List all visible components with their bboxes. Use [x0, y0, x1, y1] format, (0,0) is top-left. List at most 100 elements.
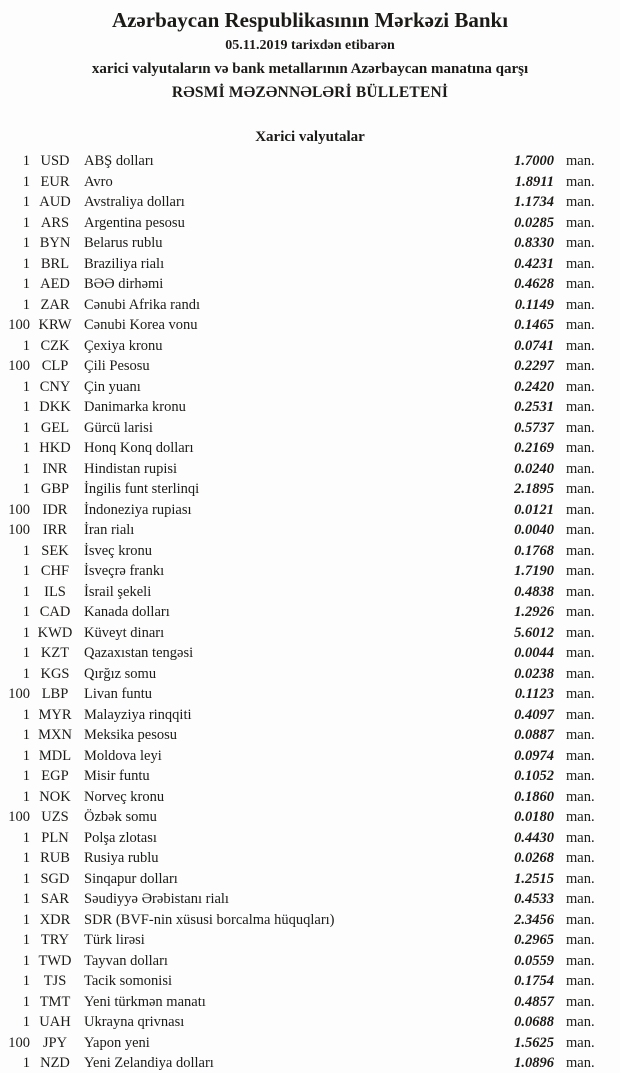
- table-row: 100 JPY Yapon yeni 1.5625 man.: [0, 1033, 620, 1054]
- currency-name-cell: Kanada dolları: [84, 604, 170, 620]
- unit-cell: man.: [566, 481, 595, 497]
- rate-value-cell: 0.0559: [514, 952, 554, 969]
- currency-code-cell: MYR: [38, 706, 72, 723]
- unit-cell: man.: [566, 747, 595, 764]
- rate-value-cell: 0.0180: [514, 809, 554, 825]
- rate-value-cell: 0.2965: [514, 932, 554, 948]
- currency-name-cell: Meksika pesosu: [84, 727, 178, 743]
- quantity-cell: 1: [22, 932, 30, 948]
- unit-cell: man.: [566, 173, 595, 190]
- unit-cell: man.: [566, 378, 595, 395]
- table-row: 1 PLN Polşa zlotası 0.4430 man.: [0, 828, 620, 849]
- quantity-cell: 1: [22, 460, 30, 477]
- unit-cell: man.: [566, 727, 595, 743]
- unit-cell: man.: [566, 706, 595, 723]
- unit-cell: man.: [566, 645, 595, 661]
- quantity-cell: 1: [22, 276, 30, 292]
- currency-code-cell: INR: [42, 460, 68, 477]
- table-row: 1 KWD Küveyt dinarı 5.6012 man.: [0, 623, 620, 644]
- currency-name-cell: Yeni Zelandiya dolları: [84, 1055, 214, 1071]
- rate-value-cell: 0.4628: [514, 276, 554, 292]
- currency-code-cell: KZT: [40, 645, 70, 661]
- quantity-cell: 1: [22, 993, 30, 1010]
- currency-code-cell: TMT: [39, 993, 71, 1010]
- table-row: 1 XDR SDR (BVF-nin xüsusi borcalma hüquq…: [0, 910, 620, 931]
- table-row: 1 BYN Belarus rublu 0.8330 man.: [0, 233, 620, 254]
- table-row: 100 LBP Livan funtu 0.1123 man.: [0, 684, 620, 705]
- unit-cell: man.: [566, 911, 595, 928]
- table-row: 1 MYR Malayziya rinqqiti 0.4097 man.: [0, 705, 620, 726]
- currency-name-cell: Livan funtu: [84, 686, 153, 702]
- unit-cell: man.: [566, 870, 595, 887]
- table-row: 1 HKD Honq Konq dolları 0.2169 man.: [0, 438, 620, 459]
- rate-value-cell: 1.2926: [514, 604, 554, 620]
- currency-name-cell: Cənubi Korea vonu: [84, 317, 198, 333]
- table-row: 1 NZD Yeni Zelandiya dolları 1.0896 man.: [0, 1053, 620, 1073]
- quantity-cell: 1: [22, 870, 30, 887]
- currency-code-cell: GBP: [40, 481, 70, 497]
- table-row: 100 IRR İran rialı 0.0040 man.: [0, 520, 620, 541]
- unit-cell: man.: [566, 583, 595, 600]
- currency-name-cell: İndoneziya rupiası: [84, 501, 192, 518]
- currency-name-cell: Hindistan rupisi: [84, 460, 178, 477]
- quantity-cell: 1: [22, 829, 30, 846]
- rate-value-cell: 0.0285: [514, 214, 554, 231]
- quantity-cell: 1: [22, 378, 30, 395]
- unit-cell: man.: [566, 153, 595, 169]
- currency-name-cell: Özbək somu: [84, 809, 157, 825]
- unit-cell: man.: [566, 993, 595, 1010]
- table-row: 1 DKK Danimarka kronu 0.2531 man.: [0, 397, 620, 418]
- table-row: 1 RUB Rusiya rublu 0.0268 man.: [0, 848, 620, 869]
- table-row: 1 GBP İngilis funt sterlinqi 2.1895 man.: [0, 479, 620, 500]
- quantity-cell: 1: [22, 768, 30, 784]
- quantity-cell: 1: [22, 214, 30, 231]
- rate-value-cell: 0.0887: [514, 727, 554, 743]
- bulletin-subtitle: xarici valyutaların və bank metallarının…: [91, 61, 529, 77]
- currency-code-cell: TRY: [40, 932, 70, 948]
- currency-name-cell: Qazaxıstan tengəsi: [84, 645, 194, 661]
- rate-value-cell: 2.1895: [514, 481, 554, 497]
- document-header: Azərbaycan Respublikasının Mərkəzi Bankı…: [0, 7, 620, 104]
- currency-code-cell: IRR: [42, 522, 68, 538]
- currency-name-cell: ABŞ dolları: [84, 153, 154, 169]
- currency-code-cell: AUD: [39, 194, 71, 210]
- currency-code-cell: MXN: [38, 727, 72, 743]
- currency-code-cell: MDL: [38, 747, 72, 764]
- quantity-cell: 1: [22, 952, 30, 969]
- table-row: 1 SEK İsveç kronu 0.1768 man.: [0, 541, 620, 562]
- rate-value-cell: 0.8330: [514, 235, 554, 251]
- unit-cell: man.: [566, 973, 595, 989]
- rate-value-cell: 1.5625: [514, 1034, 554, 1051]
- rate-value-cell: 0.1123: [514, 686, 554, 702]
- quantity-cell: 1: [22, 419, 30, 436]
- currency-code-cell: BYN: [39, 235, 71, 251]
- rate-value-cell: 0.2531: [514, 399, 554, 415]
- rate-value-cell: 0.0240: [514, 460, 554, 477]
- currency-name-cell: Rusiya rublu: [84, 850, 159, 866]
- table-row: 1 BRL Braziliya rialı 0.4231 man.: [0, 254, 620, 275]
- table-row: 1 CHF İsveçrə frankı 1.7190 man.: [0, 561, 620, 582]
- unit-cell: man.: [566, 276, 595, 292]
- currency-name-cell: Çin yuanı: [84, 378, 141, 395]
- table-row: 1 AED BƏƏ dirhəmi 0.4628 man.: [0, 274, 620, 295]
- unit-cell: man.: [566, 788, 595, 805]
- currency-code-cell: NOK: [39, 788, 71, 805]
- quantity-cell: 1: [22, 624, 30, 641]
- currency-name-cell: SDR (BVF-nin xüsusi borcalma hüquqları): [84, 911, 335, 928]
- table-row: 1 MXN Meksika pesosu 0.0887 man.: [0, 725, 620, 746]
- bulletin-title: RƏSMİ MƏZƏNNƏLƏRİ BÜLLETENİ: [171, 84, 449, 101]
- quantity-cell: 100: [8, 686, 30, 702]
- rate-value-cell: 0.4857: [514, 993, 554, 1010]
- unit-cell: man.: [566, 317, 595, 333]
- rate-value-cell: 5.6012: [514, 624, 554, 641]
- currency-name-cell: İsrail şekeli: [84, 583, 152, 600]
- table-row: 1 SAR Səudiyyə Ərəbistanı rialı 0.4533 m…: [0, 889, 620, 910]
- currency-code-cell: XDR: [39, 911, 71, 928]
- bank-name-title: Azərbaycan Respublikasının Mərkəzi Bankı: [111, 8, 509, 32]
- currency-code-cell: TWD: [38, 952, 72, 969]
- rate-value-cell: 0.0040: [514, 522, 554, 538]
- currency-code-cell: CNY: [39, 378, 71, 395]
- quantity-cell: 1: [22, 399, 30, 415]
- currency-code-cell: GEL: [40, 419, 70, 436]
